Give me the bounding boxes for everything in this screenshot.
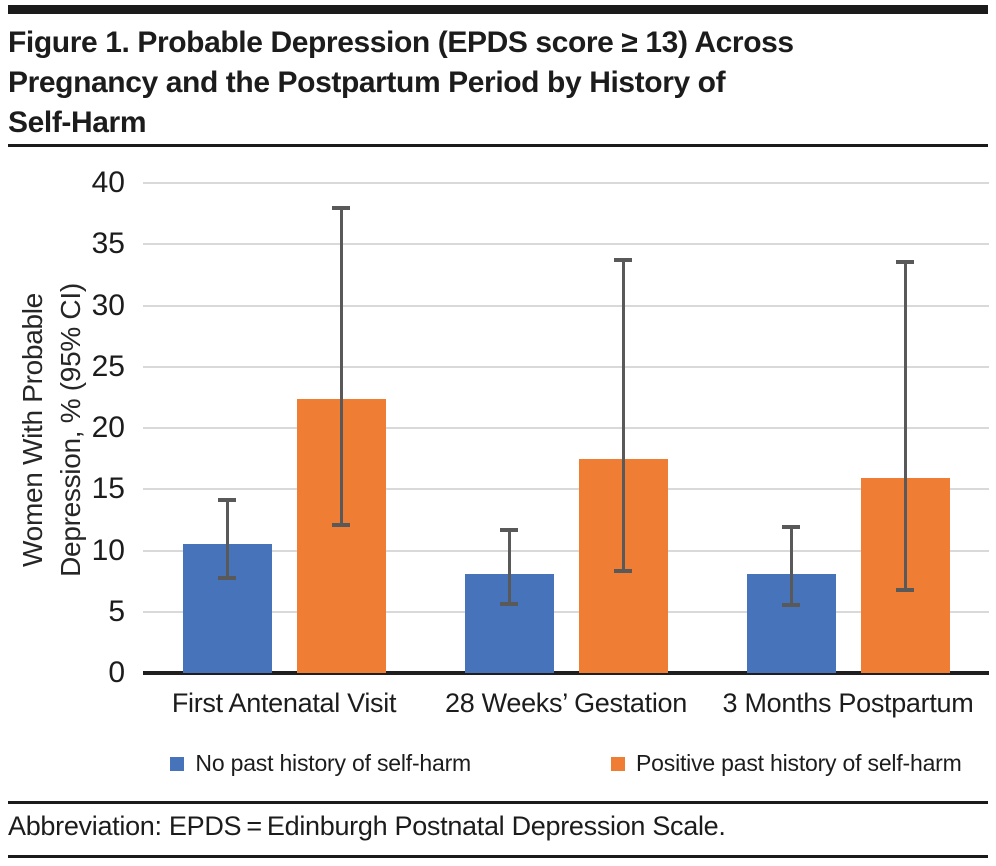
x-axis-line — [143, 671, 989, 675]
gridline-40 — [143, 182, 989, 184]
footnote-divider-bottom — [8, 855, 988, 858]
y-tick-label-5: 5 — [108, 594, 125, 628]
error-bar-line — [225, 497, 229, 580]
gridline-35 — [143, 243, 989, 246]
error-bar-line — [789, 524, 793, 607]
bar-group-1 — [143, 183, 425, 673]
abbreviation-note: Abbreviation: EPDS = Edinburgh Postnatal… — [8, 811, 726, 841]
error-bar-cap-upper — [614, 257, 632, 262]
error-bar-cap-lower — [614, 568, 632, 573]
x-category-label-1: First Antenatal Visit — [171, 688, 397, 718]
legend-swatch-icon — [611, 756, 626, 771]
y-tick-label-25: 25 — [91, 349, 125, 383]
y-tick-label-0: 0 — [108, 656, 125, 689]
x-category-label-3: 3 Months Postpartum — [722, 688, 974, 718]
gridline-20 — [143, 427, 989, 429]
figure-title: Figure 1. Probable Depression (EPDS scor… — [8, 23, 973, 143]
y-tick-label-40: 40 — [91, 166, 125, 199]
y-tick-label-20: 20 — [91, 411, 125, 444]
error-bar-cap-upper — [500, 528, 518, 533]
error-bar-cap-lower — [896, 588, 914, 593]
figure-title-line-3: Self-Harm — [8, 106, 147, 139]
y-tick-label-35: 35 — [91, 227, 125, 261]
error-bar-cap-lower — [218, 575, 236, 580]
error-bar-line — [507, 528, 511, 606]
y-axis-ticks: 0 5 10 15 20 25 30 35 40 — [0, 166, 125, 689]
legend-item-no-history: No past history of self-harm — [170, 750, 471, 777]
y-tick-label-30: 30 — [91, 288, 125, 322]
x-category-label-2: 28 Weeks’ Gestation — [445, 688, 687, 718]
x-axis-labels: First Antenatal Visit 28 Weeks’ Gestation… — [143, 687, 989, 719]
error-bar-cap-lower — [332, 523, 350, 528]
legend-label: Positive past history of self-harm — [636, 750, 962, 776]
plot-area — [143, 182, 989, 675]
top-rule — [8, 5, 988, 14]
figure-title-line-1: Figure 1. Probable Depression (EPDS scor… — [8, 26, 794, 59]
error-bar-cap-upper — [782, 524, 800, 529]
error-bar-cap-upper — [896, 260, 914, 265]
y-tick-label-10: 10 — [91, 533, 125, 567]
gridline-25 — [143, 365, 989, 368]
footnote-divider-top — [8, 801, 988, 804]
gridline-5 — [143, 610, 989, 613]
legend-item-positive-history: Positive past history of self-harm — [611, 750, 962, 777]
legend-swatch-icon — [170, 756, 185, 771]
bar-group-3 — [707, 183, 989, 673]
error-bar-cap-upper — [218, 497, 236, 502]
figure-title-line-2: Pregnancy and the Postpartum Period by H… — [8, 66, 726, 99]
gridline-10 — [143, 549, 989, 552]
title-divider — [8, 144, 988, 147]
gridline-15 — [143, 488, 989, 491]
error-bar-cap-lower — [782, 602, 800, 607]
error-bar-line — [339, 206, 343, 528]
error-bar-cap-lower — [500, 601, 518, 606]
error-bar-line — [621, 257, 625, 573]
bar-group-2 — [425, 183, 707, 673]
legend: No past history of self-harm Positive pas… — [143, 750, 989, 777]
legend-label: No past history of self-harm — [195, 750, 472, 776]
y-tick-label-15: 15 — [91, 472, 125, 506]
gridline-30 — [143, 304, 989, 307]
error-bar-line — [903, 260, 907, 593]
error-bar-cap-upper — [332, 206, 350, 211]
